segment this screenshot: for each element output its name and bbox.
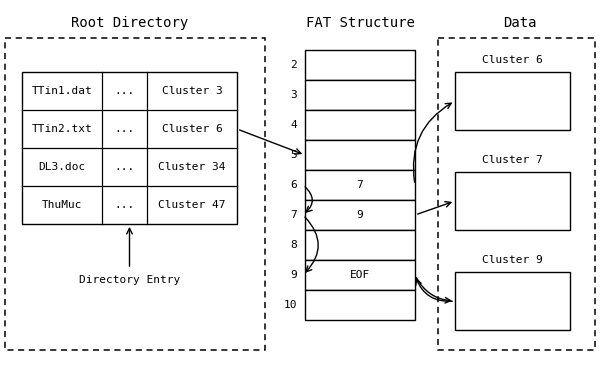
Text: ...: ... (115, 200, 134, 210)
Text: 4: 4 (290, 120, 297, 130)
Text: 8: 8 (290, 240, 297, 250)
Text: TTin2.txt: TTin2.txt (32, 124, 92, 134)
Text: 2: 2 (290, 60, 297, 70)
Bar (305, 50, 415, 80)
Text: ThuMuc: ThuMuc (42, 200, 82, 210)
Text: Cluster 9: Cluster 9 (482, 255, 543, 265)
Text: ...: ... (115, 162, 134, 172)
Text: 9: 9 (290, 270, 297, 280)
Text: 6: 6 (290, 180, 297, 190)
Bar (438, 38, 595, 350)
Text: Cluster 6: Cluster 6 (482, 55, 543, 65)
Bar (305, 260, 415, 290)
Bar (305, 80, 415, 110)
Text: 9: 9 (356, 210, 364, 220)
Text: Cluster 3: Cluster 3 (161, 86, 223, 96)
Text: Root Directory: Root Directory (71, 16, 188, 30)
Text: Data: Data (503, 16, 537, 30)
Bar (305, 230, 415, 260)
Text: Cluster 34: Cluster 34 (158, 162, 226, 172)
Bar (305, 170, 415, 200)
Text: TTin1.dat: TTin1.dat (32, 86, 92, 96)
Text: 5: 5 (290, 150, 297, 160)
Text: 10: 10 (284, 300, 297, 310)
Bar (305, 110, 415, 140)
Bar (455, 272, 570, 330)
Text: 7: 7 (290, 210, 297, 220)
Text: 3: 3 (290, 90, 297, 100)
Text: Cluster 7: Cluster 7 (482, 155, 543, 165)
Bar (5, 38, 265, 350)
Text: ...: ... (115, 124, 134, 134)
Text: FAT Structure: FAT Structure (305, 16, 415, 30)
Bar (305, 200, 415, 230)
Bar (22, 72, 237, 224)
Text: Cluster 47: Cluster 47 (158, 200, 226, 210)
Text: Directory Entry: Directory Entry (79, 275, 180, 285)
Bar (455, 72, 570, 130)
Text: 7: 7 (356, 180, 364, 190)
Text: Cluster 6: Cluster 6 (161, 124, 223, 134)
Text: ...: ... (115, 86, 134, 96)
Text: DL3.doc: DL3.doc (38, 162, 86, 172)
Bar (455, 172, 570, 230)
Bar (305, 140, 415, 170)
Bar (305, 290, 415, 320)
Text: EOF: EOF (350, 270, 370, 280)
